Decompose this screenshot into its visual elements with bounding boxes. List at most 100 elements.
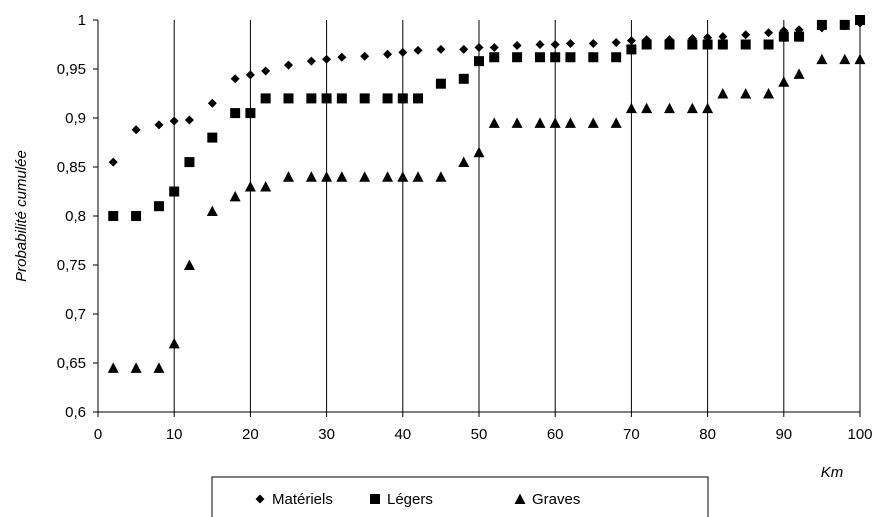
data-point-diamond xyxy=(535,40,545,49)
data-point-triangle xyxy=(321,171,333,182)
data-point-square xyxy=(382,93,393,104)
data-point-triangle xyxy=(283,171,294,182)
data-point-triangle xyxy=(686,102,698,114)
data-point-triangle xyxy=(854,53,866,65)
data-point-triangle xyxy=(763,88,775,99)
data-point-triangle xyxy=(168,337,180,349)
data-point-triangle xyxy=(793,68,805,79)
data-point-square xyxy=(321,93,332,104)
x-tick-label: 100 xyxy=(847,426,872,443)
x-axis-ticks: 0 10 20 30 40 50 60 70 80 90 100 xyxy=(94,412,873,443)
legend-item: Légers xyxy=(370,491,433,508)
data-point-square xyxy=(512,52,523,63)
data-point-diamond xyxy=(565,39,575,49)
data-point-triangle xyxy=(534,117,546,128)
data-point-triangle xyxy=(473,146,485,158)
gridlines xyxy=(173,20,861,412)
data-point-diamond xyxy=(207,98,217,108)
data-point-square xyxy=(794,31,805,42)
data-point-square xyxy=(702,39,713,50)
data-point-triangle xyxy=(412,171,424,182)
data-point-diamond xyxy=(131,125,141,135)
data-point-square xyxy=(230,108,241,119)
legend-marker-diamond xyxy=(255,494,265,504)
x-tick-label: 60 xyxy=(547,426,564,443)
data-point-square xyxy=(839,19,850,30)
data-point-triangle xyxy=(610,117,622,128)
data-point-diamond xyxy=(398,47,408,57)
data-point-triangle xyxy=(702,102,714,114)
legend-marker-square xyxy=(370,494,380,504)
x-tick-label: 30 xyxy=(318,426,335,443)
data-point-square xyxy=(458,73,469,84)
data-point-square xyxy=(359,93,370,104)
data-point-square xyxy=(641,39,652,50)
data-point-triangle xyxy=(587,117,599,128)
data-point-diamond xyxy=(169,116,179,126)
y-axis-ticks: 0,6 0,65 0,7 0,75 0,8 0,85 0,9 0,95 1 xyxy=(57,12,98,421)
x-tick-label: 50 xyxy=(471,426,488,443)
data-marks xyxy=(107,15,866,373)
data-point-diamond xyxy=(611,38,621,48)
legend-box xyxy=(211,476,709,517)
data-point-triangle xyxy=(717,88,729,99)
data-point-diamond xyxy=(184,115,194,125)
data-point-diamond xyxy=(764,28,774,38)
data-point-triangle xyxy=(641,102,653,114)
x-tick-label: 10 xyxy=(166,426,183,443)
data-point-diamond xyxy=(245,70,255,80)
data-point-triangle xyxy=(664,102,675,114)
data-point-triangle xyxy=(107,362,119,373)
data-point-square xyxy=(778,31,789,42)
data-point-diamond xyxy=(436,44,446,54)
data-point-square xyxy=(169,186,180,197)
data-point-triangle xyxy=(511,117,523,128)
legend-label: Graves xyxy=(532,491,580,508)
data-point-diamond xyxy=(626,36,636,46)
data-point-diamond xyxy=(337,52,347,62)
data-point-triangle xyxy=(244,181,256,192)
y-tick-label: 0,6 xyxy=(65,404,86,421)
x-axis-title: Km xyxy=(821,464,844,481)
x-tick-label: 20 xyxy=(242,426,259,443)
x-tick-label: 80 xyxy=(699,426,716,443)
data-point-diamond xyxy=(718,32,728,42)
x-tick-label: 40 xyxy=(394,426,411,443)
data-point-triangle xyxy=(153,362,165,373)
data-point-triangle xyxy=(564,117,576,128)
data-point-diamond xyxy=(512,40,522,50)
data-point-triangle xyxy=(130,362,142,373)
data-point-square xyxy=(413,93,424,104)
data-point-diamond xyxy=(474,42,484,52)
series-0 xyxy=(108,18,865,167)
data-point-diamond xyxy=(459,44,469,54)
legend-label: Matériels xyxy=(272,491,333,508)
y-tick-label: 0,85 xyxy=(57,159,86,176)
data-point-diamond xyxy=(588,39,598,49)
data-point-square xyxy=(611,52,622,63)
data-point-diamond xyxy=(360,51,370,61)
data-point-square xyxy=(474,56,484,67)
data-point-diamond xyxy=(383,49,393,59)
data-point-square xyxy=(245,108,256,119)
data-point-triangle xyxy=(229,190,241,202)
data-point-square xyxy=(336,93,347,104)
legend-marker-triangle xyxy=(514,493,526,504)
data-point-square xyxy=(855,15,865,25)
legend-label: Légers xyxy=(387,491,433,508)
data-point-square xyxy=(108,211,119,221)
data-point-square xyxy=(740,39,751,50)
data-point-triangle xyxy=(397,171,409,182)
y-tick-label: 0,9 xyxy=(65,110,86,127)
y-axis-title: Probabilité cumulée xyxy=(13,150,30,282)
data-point-square xyxy=(550,52,561,63)
data-point-square xyxy=(283,93,294,104)
data-point-square xyxy=(184,157,195,168)
data-point-triangle xyxy=(740,88,752,99)
data-point-diamond xyxy=(108,157,118,167)
data-point-diamond xyxy=(741,30,751,40)
x-tick-label: 70 xyxy=(623,426,640,443)
data-point-triangle xyxy=(435,171,447,182)
y-tick-label: 0,75 xyxy=(57,257,86,274)
